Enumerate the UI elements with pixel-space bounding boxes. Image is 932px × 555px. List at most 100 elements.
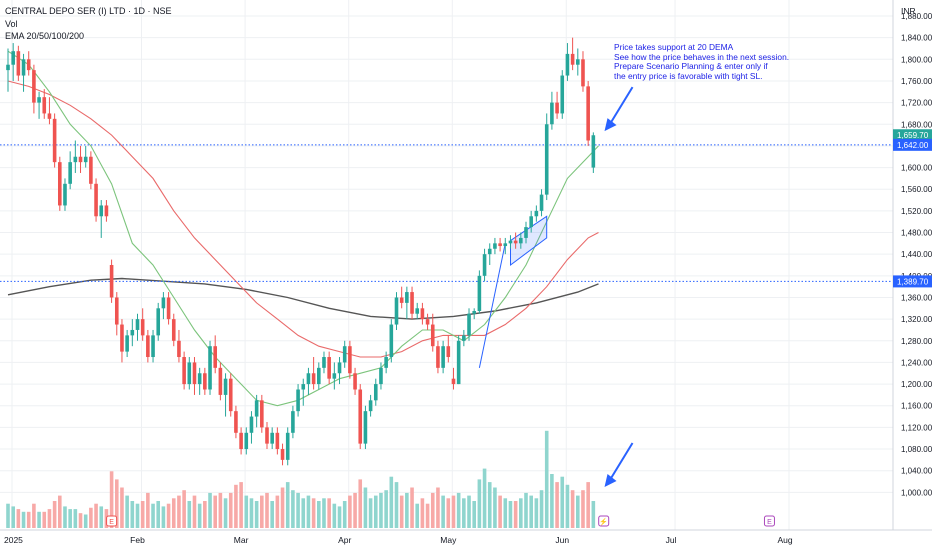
arrow-line[interactable] [609, 86, 634, 124]
price-label-box[interactable] [893, 138, 932, 151]
volume-bar [487, 482, 492, 528]
volume-bar [420, 498, 425, 528]
candle-body [436, 346, 440, 368]
candle-body [327, 357, 331, 379]
candle-body [244, 432, 249, 450]
arrow-head[interactable] [604, 118, 617, 132]
price-label-box[interactable] [893, 275, 932, 288]
volume-bar [311, 498, 316, 528]
volume-bar [130, 501, 135, 528]
volume-bar [260, 495, 264, 528]
volume-bar [337, 506, 342, 528]
candle-body [291, 411, 295, 433]
candle-body [208, 346, 212, 390]
candle-body [487, 248, 492, 255]
flagpole-line[interactable] [478, 243, 506, 368]
candle-body [534, 210, 539, 217]
candle-body [228, 378, 233, 412]
volume-bar [244, 495, 249, 528]
earnings-marker[interactable] [106, 515, 118, 527]
candle-body [301, 384, 306, 390]
candle-body [555, 102, 559, 114]
candle-body [58, 162, 62, 206]
x-tick-label: 2025 [4, 535, 23, 545]
volume-bar [58, 495, 62, 528]
volume-bar [550, 474, 554, 528]
annotation-note[interactable]: Price takes support at 20 DEMA See how t… [614, 42, 844, 81]
volume-bar [322, 498, 326, 528]
arrow-line[interactable] [609, 442, 634, 480]
candle-body [296, 389, 300, 412]
candle-body [47, 113, 52, 119]
candle-body [529, 216, 533, 228]
candle-body [285, 432, 290, 460]
volume-bar [327, 498, 331, 528]
symbol-title[interactable]: CENTRAL DEPO SER (I) LTD · 1D · NSE [5, 6, 172, 16]
candle-body [223, 378, 228, 395]
y-tick-label: 1,440.00 [901, 250, 932, 259]
volume-bar [373, 495, 378, 528]
candle-body [171, 319, 176, 341]
x-tick-label: Apr [338, 535, 351, 545]
candle-body [146, 335, 150, 358]
volume-bar [529, 495, 533, 528]
x-tick-label: Aug [777, 535, 792, 545]
candle-body [405, 292, 409, 303]
price-label-box[interactable] [893, 129, 932, 142]
candle-body [68, 162, 72, 184]
candle-body [373, 384, 378, 401]
volume-bar [441, 495, 445, 528]
earnings-marker[interactable] [763, 515, 775, 527]
candle-body [467, 313, 471, 336]
price-label-text: 1,659.70 [897, 131, 929, 140]
candle-body [140, 319, 145, 336]
candle-body [524, 227, 528, 238]
y-tick-label: 1,120.00 [901, 423, 932, 432]
candle-body [550, 102, 554, 125]
candle-body [477, 275, 482, 312]
price-label-text: 1,389.70 [897, 277, 929, 286]
ema-indicator-label[interactable]: EMA 20/50/100/200 [5, 31, 85, 41]
volume-bar [405, 492, 409, 528]
candle-body [203, 373, 207, 390]
volume-bar [519, 498, 523, 528]
candle-body [394, 297, 399, 325]
candle-body [16, 51, 21, 76]
candle-body [32, 70, 36, 103]
volume-bar [78, 513, 83, 528]
candle-body [472, 311, 476, 314]
y-tick-label: 1,600.00 [901, 164, 932, 173]
volume-bar [265, 492, 269, 528]
candle-body [213, 346, 217, 368]
candle-body [379, 367, 383, 385]
candle-body [260, 400, 264, 428]
dividend-marker[interactable] [598, 515, 610, 527]
candle-body [462, 335, 466, 341]
candle-body [451, 378, 456, 385]
candle-body [42, 97, 47, 114]
volume-bar [425, 503, 430, 528]
candle-body [363, 411, 368, 444]
candle-body [503, 243, 508, 247]
y-tick-label: 1,880.00 [901, 12, 932, 21]
dividend-marker-letter: ⚡ [599, 517, 608, 526]
candle-body [342, 346, 347, 363]
candle-body [197, 373, 202, 385]
volume-bar [192, 495, 197, 528]
candle-body [358, 389, 363, 444]
volume-bar [291, 490, 295, 528]
candle-body [135, 319, 140, 330]
volume-bar [285, 482, 290, 528]
flag-channel[interactable] [510, 215, 548, 266]
volume-indicator-label[interactable]: Vol [5, 18, 18, 29]
ema50-line [7, 80, 599, 358]
volume-bar [275, 495, 280, 528]
volume-bar [503, 498, 508, 528]
candle-body [493, 243, 497, 249]
candle-body [508, 240, 513, 244]
candle-body [37, 97, 41, 103]
volume-bar [462, 498, 466, 528]
arrow-head[interactable] [604, 474, 617, 487]
